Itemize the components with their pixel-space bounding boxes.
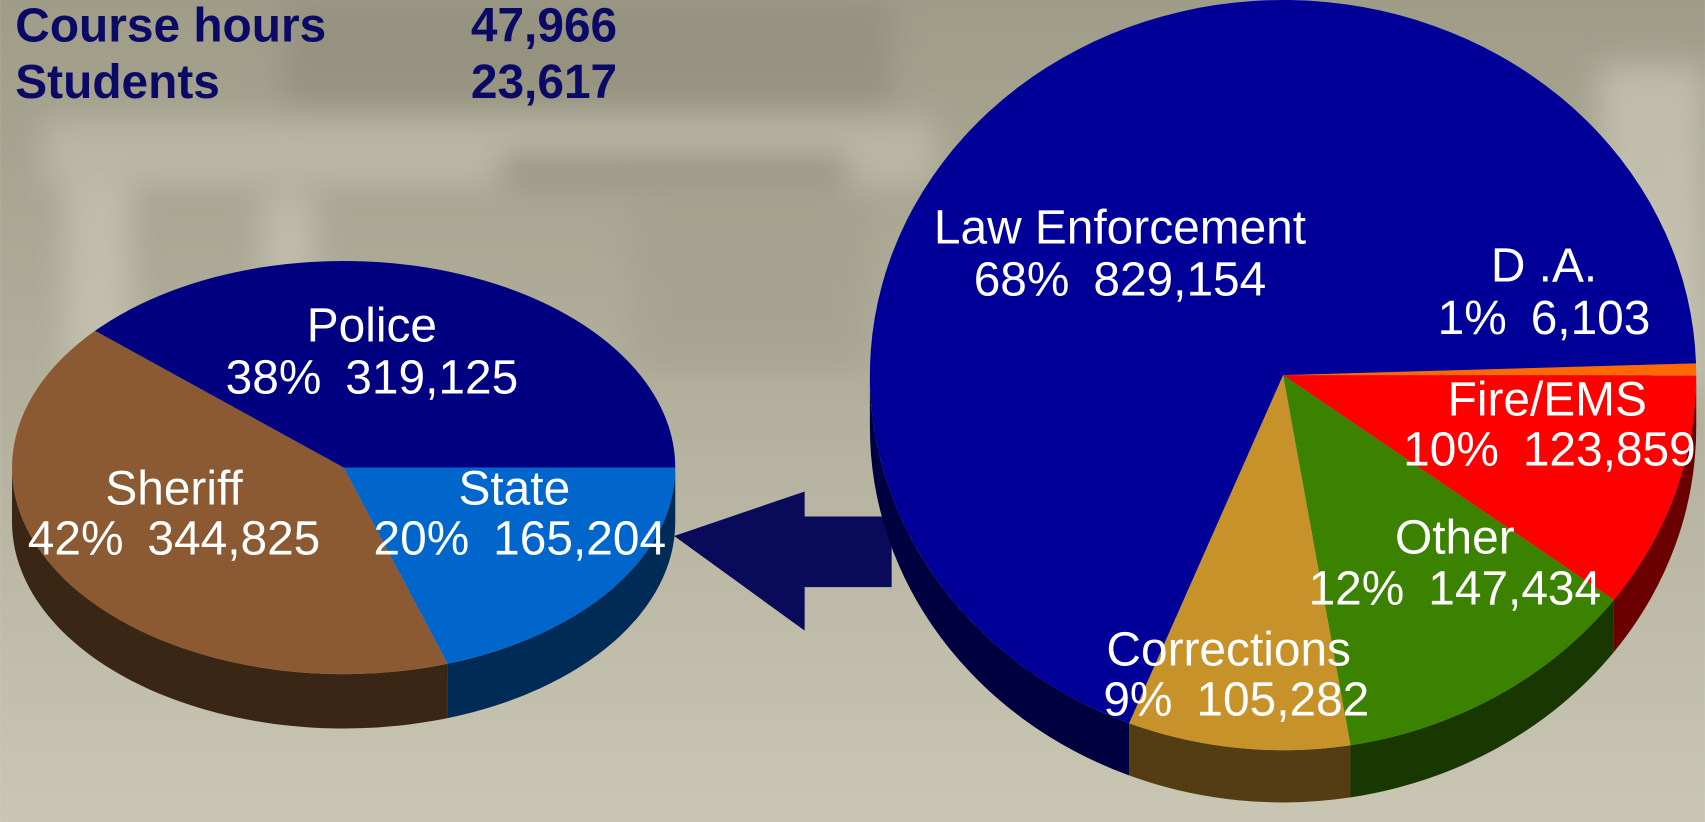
slice-value-label: 1% 6,103 [1438, 292, 1651, 345]
slice-value: 105,282 [1196, 673, 1369, 726]
slice-value: 319,125 [345, 352, 518, 405]
slice-percent: 20% [374, 513, 470, 566]
slice-value-label: 42% 344,825 [28, 513, 321, 566]
header-label: Course hours [15, 0, 326, 52]
slice-value: 123,859 [1523, 423, 1696, 476]
slice-value-label: 38% 319,125 [226, 352, 519, 405]
slice-percent: 9% [1103, 673, 1172, 726]
slice-percent: 68% [974, 254, 1070, 307]
slice-value: 829,154 [1093, 254, 1266, 307]
header-label: Students [15, 56, 220, 109]
slice-value-label: 9% 105,282 [1103, 673, 1369, 726]
header-value: 47,966 [471, 0, 617, 52]
slice-value-label: 10% 123,859 [1403, 423, 1696, 476]
slice-label: Sheriff [105, 463, 243, 516]
slice-label: Fire/EMS [1448, 373, 1647, 426]
slice-percent: 42% [28, 513, 124, 566]
slice-value-label: 20% 165,204 [374, 513, 667, 566]
slice-percent: 12% [1309, 563, 1405, 616]
slice-percent: 1% [1438, 292, 1507, 345]
slice-label: D .A. [1491, 240, 1597, 293]
slice-percent: 10% [1403, 423, 1499, 476]
slice-value-label: 68% 829,154 [974, 254, 1267, 307]
slice-value: 6,103 [1531, 292, 1651, 345]
slice-value-label: 12% 147,434 [1309, 563, 1602, 616]
slice-percent: 38% [226, 352, 322, 405]
slice-label: Corrections [1106, 623, 1351, 676]
slice-label: Police [307, 299, 437, 352]
header-value: 23,617 [471, 56, 617, 109]
slice-value: 165,204 [493, 513, 666, 566]
page: { "header": { "rows": [ {"label": "Cours… [0, 0, 1705, 822]
slice-label: State [459, 463, 571, 516]
slice-label: Other [1395, 511, 1515, 564]
slice-label: Law Enforcement [934, 202, 1306, 255]
slice-value: 147,434 [1428, 563, 1601, 616]
slice-value: 344,825 [147, 513, 320, 566]
slide: Course hours 47,966 Students 23,617 Stat… [0, 0, 1705, 822]
